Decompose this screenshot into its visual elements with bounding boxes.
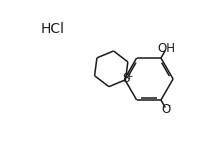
Text: HCl: HCl xyxy=(41,22,65,36)
Text: ⁻: ⁻ xyxy=(167,104,171,113)
Text: S: S xyxy=(123,72,130,85)
Text: +: + xyxy=(125,72,133,81)
Text: O: O xyxy=(162,103,171,116)
Text: OH: OH xyxy=(157,42,175,55)
